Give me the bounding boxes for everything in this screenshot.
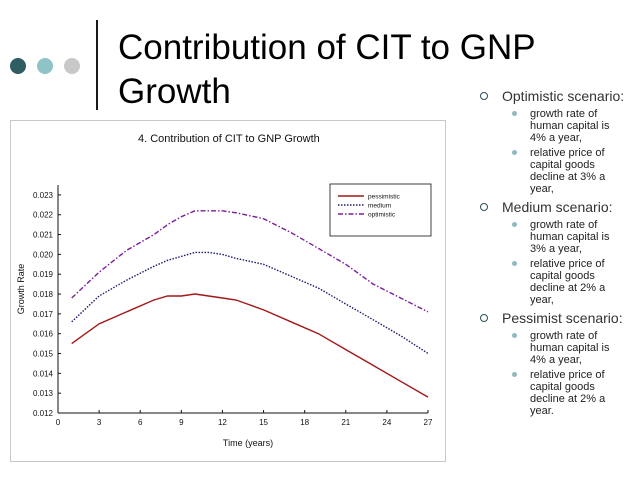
scenario-point-text: growth rate of human capital is 4% a yea…: [530, 330, 610, 366]
scenario-point-text: relative price of capital goods decline …: [530, 258, 606, 306]
chart-title: 4. Contribution of CIT to GNP Growth: [138, 133, 320, 145]
y-tick-label: 0.013: [33, 389, 54, 398]
hollow-bullet-icon: [480, 314, 488, 322]
y-tick-label: 0.018: [33, 290, 54, 299]
dot-bullet-icon: [512, 150, 517, 155]
y-tick-label: 0.014: [33, 369, 54, 378]
legend-label: pessimistic: [368, 194, 401, 201]
growth-chart: 4. Contribution of CIT to GNP Growth 0 3 6…: [16, 133, 433, 448]
y-tick-label: 0.021: [33, 231, 54, 240]
scenario-point: relative price of capital goods decline …: [478, 147, 618, 195]
x-tick-label: 6: [138, 418, 143, 427]
series-line-medium: [71, 251, 429, 355]
scenario-point: growth rate of human capital is 3% a yea…: [478, 219, 618, 255]
series-line-pessimistic: [71, 293, 429, 398]
hollow-bullet-icon: [480, 92, 488, 100]
scenario-point-text: growth rate of human capital is 3% a yea…: [530, 219, 610, 255]
slide-title: Contribution of CIT to GNP Growth: [118, 28, 535, 111]
scenario-item: Medium scenario:: [478, 199, 638, 215]
x-tick-label: 18: [300, 418, 309, 427]
y-tick-label: 0.023: [33, 191, 54, 200]
y-tick-label: 0.017: [33, 310, 54, 319]
dot-bullet-icon: [512, 111, 517, 116]
y-tick-label: 0.015: [33, 350, 54, 359]
scenario-point-text: relative price of capital goods decline …: [530, 369, 606, 417]
dot-bullet-icon: [512, 333, 517, 338]
x-tick-label: 15: [259, 418, 268, 427]
scenario-point-text: relative price of capital goods decline …: [530, 147, 606, 195]
scenario-label: Medium scenario:: [502, 199, 613, 215]
decor-dot-1: [10, 58, 26, 74]
scenario-list: Optimistic scenario: growth rate of human…: [478, 88, 638, 421]
scenario-points: growth rate of human capital is 4% a yea…: [478, 108, 638, 195]
scenario-item: Pessimist scenario:: [478, 310, 638, 326]
scenario-point: relative price of capital goods decline …: [478, 258, 618, 306]
scenario-label: Optimistic scenario:: [502, 88, 625, 104]
decor-dot-2: [37, 58, 53, 74]
scenario-point: growth rate of human capital is 4% a yea…: [478, 108, 618, 144]
scenario-label: Pessimist scenario:: [502, 310, 623, 326]
y-tick-label: 0.020: [33, 250, 54, 259]
x-tick-label: 27: [424, 418, 433, 427]
y-axis-label: Growth Rate: [16, 264, 26, 315]
x-axis-label: Time (years): [223, 438, 273, 448]
scenario-point: relative price of capital goods decline …: [478, 369, 618, 417]
series-line-optimistic: [71, 210, 429, 313]
x-tick-label: 3: [97, 418, 102, 427]
x-tick-label: 24: [382, 418, 391, 427]
chart-panel: 4. Contribution of CIT to GNP Growth 0 3 6…: [10, 120, 446, 462]
hollow-bullet-icon: [480, 203, 488, 211]
dot-bullet-icon: [512, 222, 517, 227]
x-tick-label: 12: [218, 418, 227, 427]
title-divider: [96, 20, 98, 110]
x-tick-label: 9: [179, 418, 184, 427]
scenario-item: Optimistic scenario:: [478, 88, 638, 104]
y-tick-label: 0.022: [33, 211, 54, 220]
y-tick-label: 0.012: [33, 409, 54, 418]
x-tick-label: 0: [56, 418, 61, 427]
legend-label: optimistic: [368, 212, 396, 219]
scenario-point-text: growth rate of human capital is 4% a yea…: [530, 108, 610, 144]
scenario-points: growth rate of human capital is 3% a yea…: [478, 219, 638, 306]
chart-legend: [329, 183, 432, 237]
scenario-point: growth rate of human capital is 4% a yea…: [478, 330, 618, 366]
y-tick-label: 0.019: [33, 270, 54, 279]
decor-dot-3: [64, 58, 80, 74]
dot-bullet-icon: [512, 372, 517, 377]
y-tick-label: 0.016: [33, 330, 54, 339]
dot-bullet-icon: [512, 261, 517, 266]
scenario-points: growth rate of human capital is 4% a yea…: [478, 330, 638, 417]
x-tick-label: 21: [341, 418, 350, 427]
legend-label: medium: [368, 203, 391, 210]
